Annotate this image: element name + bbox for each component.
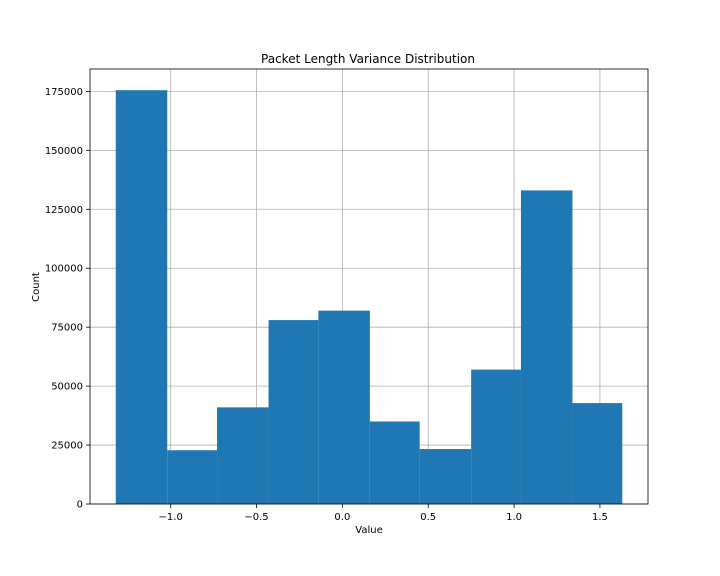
y-tick-label: 100000: [45, 264, 83, 275]
histogram-bar: [471, 369, 521, 504]
y-tick-label: 75000: [51, 323, 83, 334]
histogram-bars: [115, 90, 623, 504]
histogram-bar: [115, 90, 168, 504]
y-tick-label: 0: [77, 500, 83, 511]
y-axis-ticks: 0 25000 50000 75000 100000 125000 150000 175000: [45, 87, 90, 511]
x-tick-label: 1.0: [506, 512, 522, 523]
x-axis-label: Value: [355, 525, 382, 536]
histogram-bar: [520, 190, 573, 504]
y-tick-label: 25000: [51, 441, 83, 452]
histogram-bar: [318, 310, 370, 504]
x-tick-label: 1.5: [592, 512, 608, 523]
histogram-bar: [369, 421, 420, 504]
chart-title: Packet Length Variance Distribution: [261, 52, 475, 66]
histogram-bar: [572, 403, 623, 504]
plot-frame: [89, 68, 649, 505]
y-tick-label: 175000: [45, 87, 83, 98]
histogram-bar: [419, 449, 472, 504]
x-axis-ticks: −1.0 −0.5 0.0 0.5 1.0 1.5: [159, 504, 608, 523]
x-tick-label: −1.0: [159, 512, 183, 523]
y-tick-label: 50000: [51, 382, 83, 393]
y-axis-label: Count: [31, 272, 42, 302]
x-tick-label: −0.5: [244, 512, 268, 523]
histogram-bar: [268, 320, 319, 504]
histogram-bar: [167, 450, 218, 504]
y-tick-label: 125000: [45, 205, 83, 216]
x-tick-label: 0.5: [420, 512, 436, 523]
y-tick-label: 150000: [45, 146, 83, 157]
histogram-bar: [217, 407, 269, 504]
x-tick-label: 0.0: [334, 512, 350, 523]
grid-lines: [90, 69, 648, 505]
